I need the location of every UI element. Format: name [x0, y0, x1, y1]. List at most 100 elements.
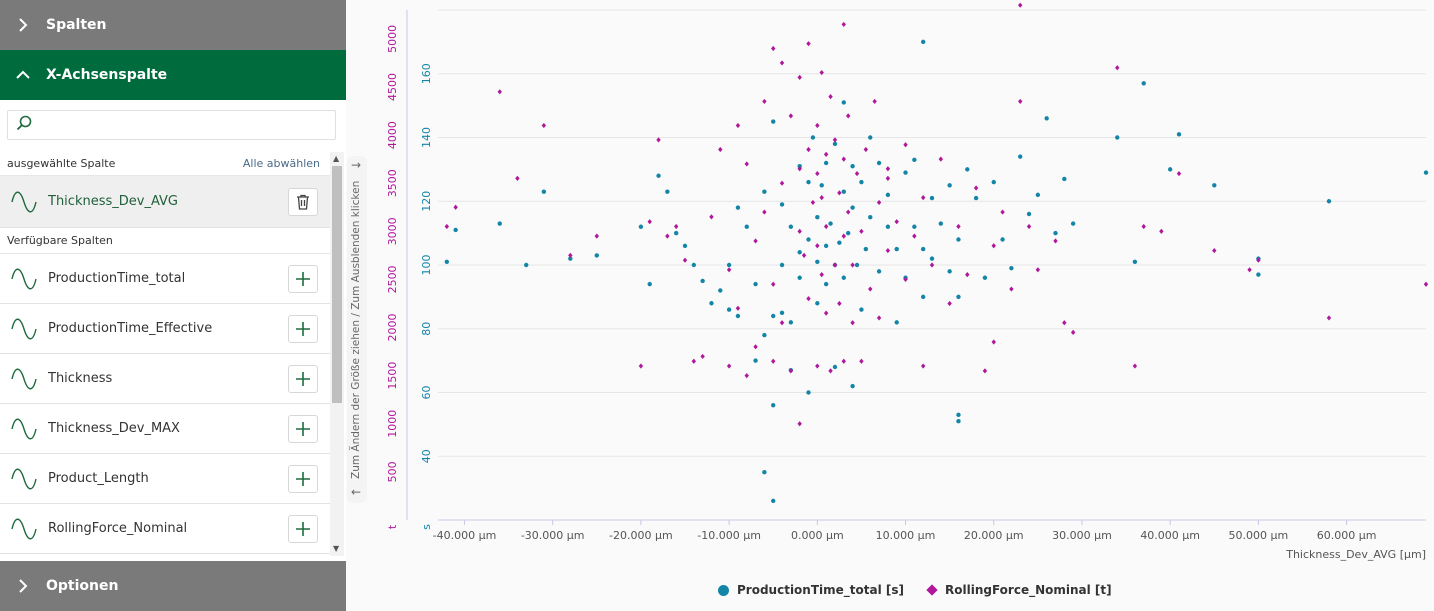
x-tick-label: 40.000 µm [1140, 529, 1200, 542]
data-point [753, 344, 758, 350]
data-point [771, 403, 776, 408]
data-point [700, 353, 705, 360]
data-point [797, 228, 802, 234]
data-point [947, 183, 952, 188]
column-row-productiontime-total[interactable]: ProductionTime_total [0, 254, 330, 304]
add-column-button[interactable] [288, 464, 318, 493]
selected-column-row[interactable]: Thickness_Dev_AVG [0, 176, 330, 228]
spalten-header[interactable]: Spalten [0, 0, 346, 50]
data-point [1018, 154, 1023, 159]
data-point [1115, 65, 1120, 71]
data-point [801, 252, 807, 258]
data-point [718, 288, 723, 293]
data-point [920, 39, 926, 45]
add-column-button[interactable] [288, 414, 318, 443]
column-label: ProductionTime_Effective [48, 321, 213, 336]
x-tick-label: 60.000 µm [1317, 529, 1377, 542]
data-point [1326, 315, 1332, 321]
legend-item-rollingforce[interactable]: RollingForce_Nominal [t] [926, 583, 1112, 597]
column-row-thickness[interactable]: Thickness [0, 354, 330, 404]
diamond-marker-icon [926, 584, 938, 596]
data-point [1247, 267, 1252, 273]
spalten-label: Spalten [46, 17, 107, 33]
data-point [691, 262, 697, 268]
data-point [854, 170, 860, 177]
data-point [753, 281, 758, 287]
data-point [744, 224, 749, 229]
scatter-chart[interactable]: -40.000 µm -30.000 µm -20.000 µm -10.000 µm… [370, 0, 1434, 611]
data-point [1053, 230, 1058, 236]
data-point [815, 170, 820, 177]
column-row-thickness-dev-max[interactable]: Thickness_Dev_MAX [0, 404, 330, 454]
add-column-button[interactable] [288, 264, 318, 293]
data-point [894, 219, 899, 225]
deselect-all-link[interactable]: Alle abwählen [242, 157, 320, 170]
left-panel: Spalten X-Achsenspalte ausgewählte Spalt… [0, 0, 346, 611]
data-point [647, 281, 652, 287]
data-point [841, 275, 846, 280]
data-point [1423, 281, 1429, 287]
data-point [876, 315, 882, 321]
scrollbar-thumb[interactable] [332, 166, 342, 403]
scroll-up-icon[interactable]: ▲ [333, 154, 340, 163]
data-point [726, 262, 732, 268]
add-column-button[interactable] [288, 514, 318, 543]
data-point [1115, 135, 1120, 140]
trash-button[interactable] [288, 187, 318, 216]
data-point [771, 45, 776, 52]
wave-icon [0, 318, 48, 340]
data-point [841, 233, 846, 239]
data-point [929, 256, 935, 261]
chevron-up-icon [0, 70, 46, 80]
data-point [709, 301, 714, 306]
data-point [841, 156, 846, 162]
data-point [700, 278, 705, 284]
data-point [1176, 170, 1182, 177]
add-column-button[interactable] [288, 314, 318, 343]
data-point [1053, 238, 1058, 244]
data-point [815, 122, 820, 129]
trash-icon [297, 194, 309, 210]
data-point [594, 233, 599, 239]
circle-marker-icon [718, 584, 729, 596]
list-scrollbar[interactable]: ▲ ▼ [330, 152, 344, 556]
column-label: RollingForce_Nominal [48, 521, 188, 536]
column-row-product-length[interactable]: Product_Length [0, 454, 330, 504]
data-point [819, 272, 824, 278]
search-input[interactable] [38, 117, 335, 133]
data-point [744, 161, 749, 167]
x-tick-label: -10.000 µm [697, 529, 761, 542]
legend-item-productiontime[interactable]: ProductionTime_total [s] [718, 583, 904, 597]
available-columns-header: Verfügbare Spalten [0, 228, 330, 254]
column-row-rollingforce-nominal[interactable]: RollingForce_Nominal [0, 504, 330, 554]
x-tick-label: 20.000 µm [964, 529, 1024, 542]
data-point [823, 160, 829, 166]
data-point [726, 307, 732, 312]
data-point [788, 113, 794, 119]
x-axis-label: Thickness_Dev_AVG [µm] [1285, 548, 1426, 561]
data-point [691, 358, 697, 364]
data-point [1018, 98, 1023, 105]
x-axis-section-header[interactable]: X-Achsenspalte [0, 50, 346, 100]
data-point [1000, 237, 1005, 242]
data-point [779, 320, 785, 326]
add-column-button[interactable] [288, 364, 318, 393]
plus-icon [296, 271, 310, 286]
data-point [779, 310, 785, 316]
data-point [1009, 286, 1014, 292]
data-point [1423, 170, 1429, 175]
resize-handle[interactable]: → Zum Ändern der Größe ziehen / Zum Ausb… [347, 156, 367, 503]
y2-tick-label: 4500 [386, 73, 399, 101]
data-point [828, 221, 833, 226]
data-point [815, 243, 820, 249]
data-point [841, 189, 846, 194]
data-point [1159, 228, 1164, 234]
column-row-productiontime-effective[interactable]: ProductionTime_Effective [0, 304, 330, 354]
data-point [885, 192, 891, 198]
wave-icon [0, 368, 48, 390]
data-point [541, 122, 547, 129]
options-header[interactable]: Optionen [0, 561, 346, 611]
data-point [797, 421, 802, 427]
scroll-down-icon[interactable]: ▼ [333, 544, 340, 553]
data-point [806, 41, 811, 47]
